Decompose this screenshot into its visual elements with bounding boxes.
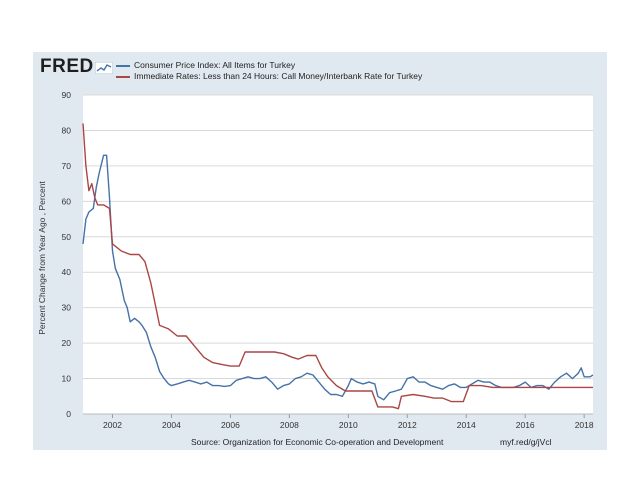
x-tick-label: 2002 — [103, 420, 122, 430]
x-tick-label: 2010 — [339, 420, 358, 430]
short-url-link[interactable]: myf.red/g/jVcl — [500, 437, 552, 447]
x-tick-label: 2014 — [457, 420, 476, 430]
x-tick-label: 2012 — [398, 420, 417, 430]
y-tick-label: 60 — [62, 196, 72, 206]
x-tick-label: 2016 — [516, 420, 535, 430]
fred-chart-icon — [95, 62, 113, 74]
y-tick-label: 30 — [62, 303, 72, 313]
legend-label-interbank-rate: Immediate Rates: Less than 24 Hours: Cal… — [134, 71, 423, 81]
y-tick-label: 40 — [62, 267, 72, 277]
y-tick-label: 0 — [66, 409, 71, 419]
x-tick-label: 2006 — [221, 420, 240, 430]
fred-logo[interactable]: FRED — [40, 56, 94, 77]
y-tick-label: 10 — [62, 374, 72, 384]
x-tick-label: 2008 — [280, 420, 299, 430]
legend-swatch-interbank-rate — [116, 75, 130, 78]
y-tick-label: 90 — [62, 90, 72, 100]
legend-item-cpi[interactable]: Consumer Price Index: All Items for Turk… — [116, 60, 295, 71]
y-tick-label: 70 — [62, 161, 72, 171]
y-tick-label: 50 — [62, 232, 72, 242]
legend-item-interbank-rate[interactable]: Immediate Rates: Less than 24 Hours: Cal… — [116, 71, 422, 82]
legend-swatch-cpi — [116, 64, 130, 67]
plot-area — [83, 95, 593, 414]
series-line-interbank-rate — [82, 123, 593, 410]
x-tick-label: 2004 — [162, 420, 181, 430]
legend-label-cpi: Consumer Price Index: All Items for Turk… — [134, 60, 296, 70]
y-tick-label: 20 — [62, 338, 72, 348]
y-tick-label: 80 — [62, 125, 72, 135]
source-note: Source: Organization for Economic Co-ope… — [191, 437, 444, 447]
x-tick-label: 2018 — [575, 420, 594, 430]
